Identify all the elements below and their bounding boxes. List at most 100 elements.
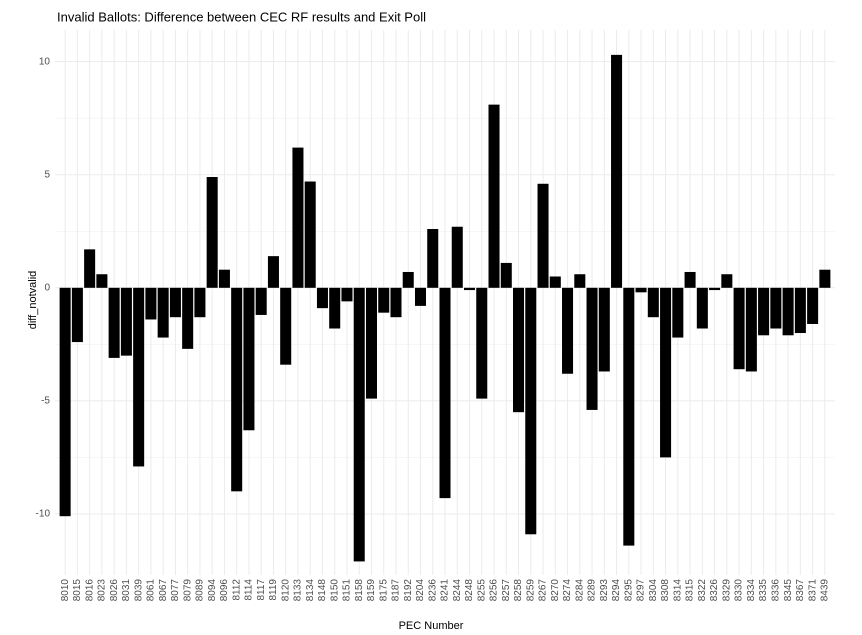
x-tick-label: 8119 bbox=[268, 579, 279, 601]
bar bbox=[807, 287, 819, 324]
x-tick-label: 8148 bbox=[317, 579, 328, 602]
bar bbox=[500, 262, 512, 288]
bar bbox=[194, 287, 206, 318]
bar bbox=[770, 287, 782, 329]
x-axis-title: PEC Number bbox=[399, 620, 464, 632]
x-tick-label: 8079 bbox=[182, 579, 193, 602]
bar bbox=[157, 287, 169, 338]
bar bbox=[402, 271, 414, 288]
bar bbox=[709, 287, 721, 291]
bar bbox=[169, 287, 181, 318]
x-tick-label: 8289 bbox=[587, 579, 598, 602]
x-tick-label: 8094 bbox=[207, 579, 218, 602]
x-tick-label: 8175 bbox=[378, 579, 389, 602]
x-tick-label: 8335 bbox=[758, 579, 769, 602]
bar bbox=[476, 287, 488, 399]
bar bbox=[316, 287, 328, 309]
x-tick-label: 8329 bbox=[721, 579, 732, 602]
bar bbox=[513, 287, 525, 413]
bar bbox=[292, 147, 304, 288]
bar bbox=[794, 287, 806, 334]
x-tick-label: 8297 bbox=[636, 579, 647, 602]
bar bbox=[562, 287, 574, 374]
x-tick-label: 8248 bbox=[464, 579, 475, 602]
bar bbox=[255, 287, 267, 315]
bar bbox=[120, 287, 132, 356]
x-tick-label: 8023 bbox=[97, 579, 108, 602]
x-tick-label: 8026 bbox=[109, 579, 120, 602]
bar bbox=[84, 249, 96, 288]
bar bbox=[782, 287, 794, 336]
x-tick-label: 8016 bbox=[84, 579, 95, 602]
x-tick-label: 8326 bbox=[709, 579, 720, 602]
x-tick-label: 8345 bbox=[783, 579, 794, 602]
bar bbox=[660, 287, 672, 458]
x-tick-label: 8134 bbox=[305, 579, 316, 602]
bar bbox=[231, 287, 243, 492]
x-tick-label: 8117 bbox=[256, 579, 267, 601]
x-tick-label: 8114 bbox=[244, 579, 255, 601]
x-tick-label: 8257 bbox=[501, 579, 512, 602]
x-tick-label: 8067 bbox=[158, 579, 169, 602]
bar bbox=[267, 256, 279, 288]
y-tick-label: -10 bbox=[36, 509, 51, 520]
bar bbox=[574, 274, 586, 288]
bar bbox=[414, 287, 427, 306]
bar bbox=[378, 287, 390, 313]
x-tick-label: 8371 bbox=[807, 579, 818, 602]
bar bbox=[206, 176, 218, 288]
x-tick-label: 8077 bbox=[170, 579, 181, 602]
x-tick-label: 8284 bbox=[574, 579, 585, 602]
bar bbox=[439, 287, 451, 499]
bar bbox=[218, 269, 230, 288]
bar bbox=[463, 287, 476, 291]
bar bbox=[304, 181, 316, 288]
bar bbox=[145, 287, 157, 320]
x-tick-label: 8096 bbox=[219, 579, 230, 602]
x-tick-label: 8308 bbox=[660, 579, 671, 602]
bar bbox=[733, 287, 745, 370]
bar bbox=[71, 287, 83, 343]
bar bbox=[280, 287, 292, 365]
bar bbox=[341, 287, 353, 302]
bar bbox=[537, 183, 549, 288]
x-tick-label: 8267 bbox=[538, 579, 549, 602]
bar bbox=[365, 287, 377, 399]
x-tick-label: 8439 bbox=[820, 579, 831, 602]
x-tick-label: 8236 bbox=[427, 579, 438, 602]
y-tick-label: 0 bbox=[44, 282, 50, 293]
x-tick-label: 8244 bbox=[452, 579, 463, 602]
x-tick-label: 8089 bbox=[195, 579, 206, 602]
bar bbox=[133, 287, 145, 467]
x-tick-label: 8015 bbox=[72, 579, 83, 602]
x-tick-label: 8256 bbox=[489, 579, 500, 602]
x-tick-label: 8187 bbox=[391, 579, 402, 602]
bar bbox=[745, 287, 757, 372]
x-tick-label: 8192 bbox=[403, 579, 414, 602]
bar bbox=[451, 226, 463, 288]
bar bbox=[758, 287, 770, 336]
x-tick-label: 8315 bbox=[685, 579, 696, 602]
y-tick-label: 10 bbox=[39, 56, 51, 67]
bar bbox=[427, 229, 439, 288]
bar bbox=[647, 287, 659, 318]
x-tick-label: 8133 bbox=[293, 579, 304, 602]
bar bbox=[696, 287, 708, 329]
x-tick-label: 8112 bbox=[231, 579, 242, 601]
bar bbox=[598, 287, 610, 372]
x-tick-label: 8010 bbox=[60, 579, 71, 602]
bar bbox=[108, 287, 120, 358]
bar bbox=[819, 269, 831, 288]
y-tick-label: -5 bbox=[41, 396, 50, 407]
bar bbox=[488, 104, 500, 288]
x-tick-label: 8061 bbox=[146, 579, 157, 602]
x-tick-label: 8322 bbox=[697, 579, 708, 602]
bar bbox=[353, 287, 365, 562]
x-tick-label: 8255 bbox=[476, 579, 487, 602]
bar bbox=[623, 287, 635, 546]
x-tick-label: 8314 bbox=[672, 579, 683, 602]
x-tick-label: 8159 bbox=[366, 579, 377, 602]
x-tick-label: 8258 bbox=[513, 579, 524, 602]
x-tick-label: 8304 bbox=[648, 579, 659, 602]
